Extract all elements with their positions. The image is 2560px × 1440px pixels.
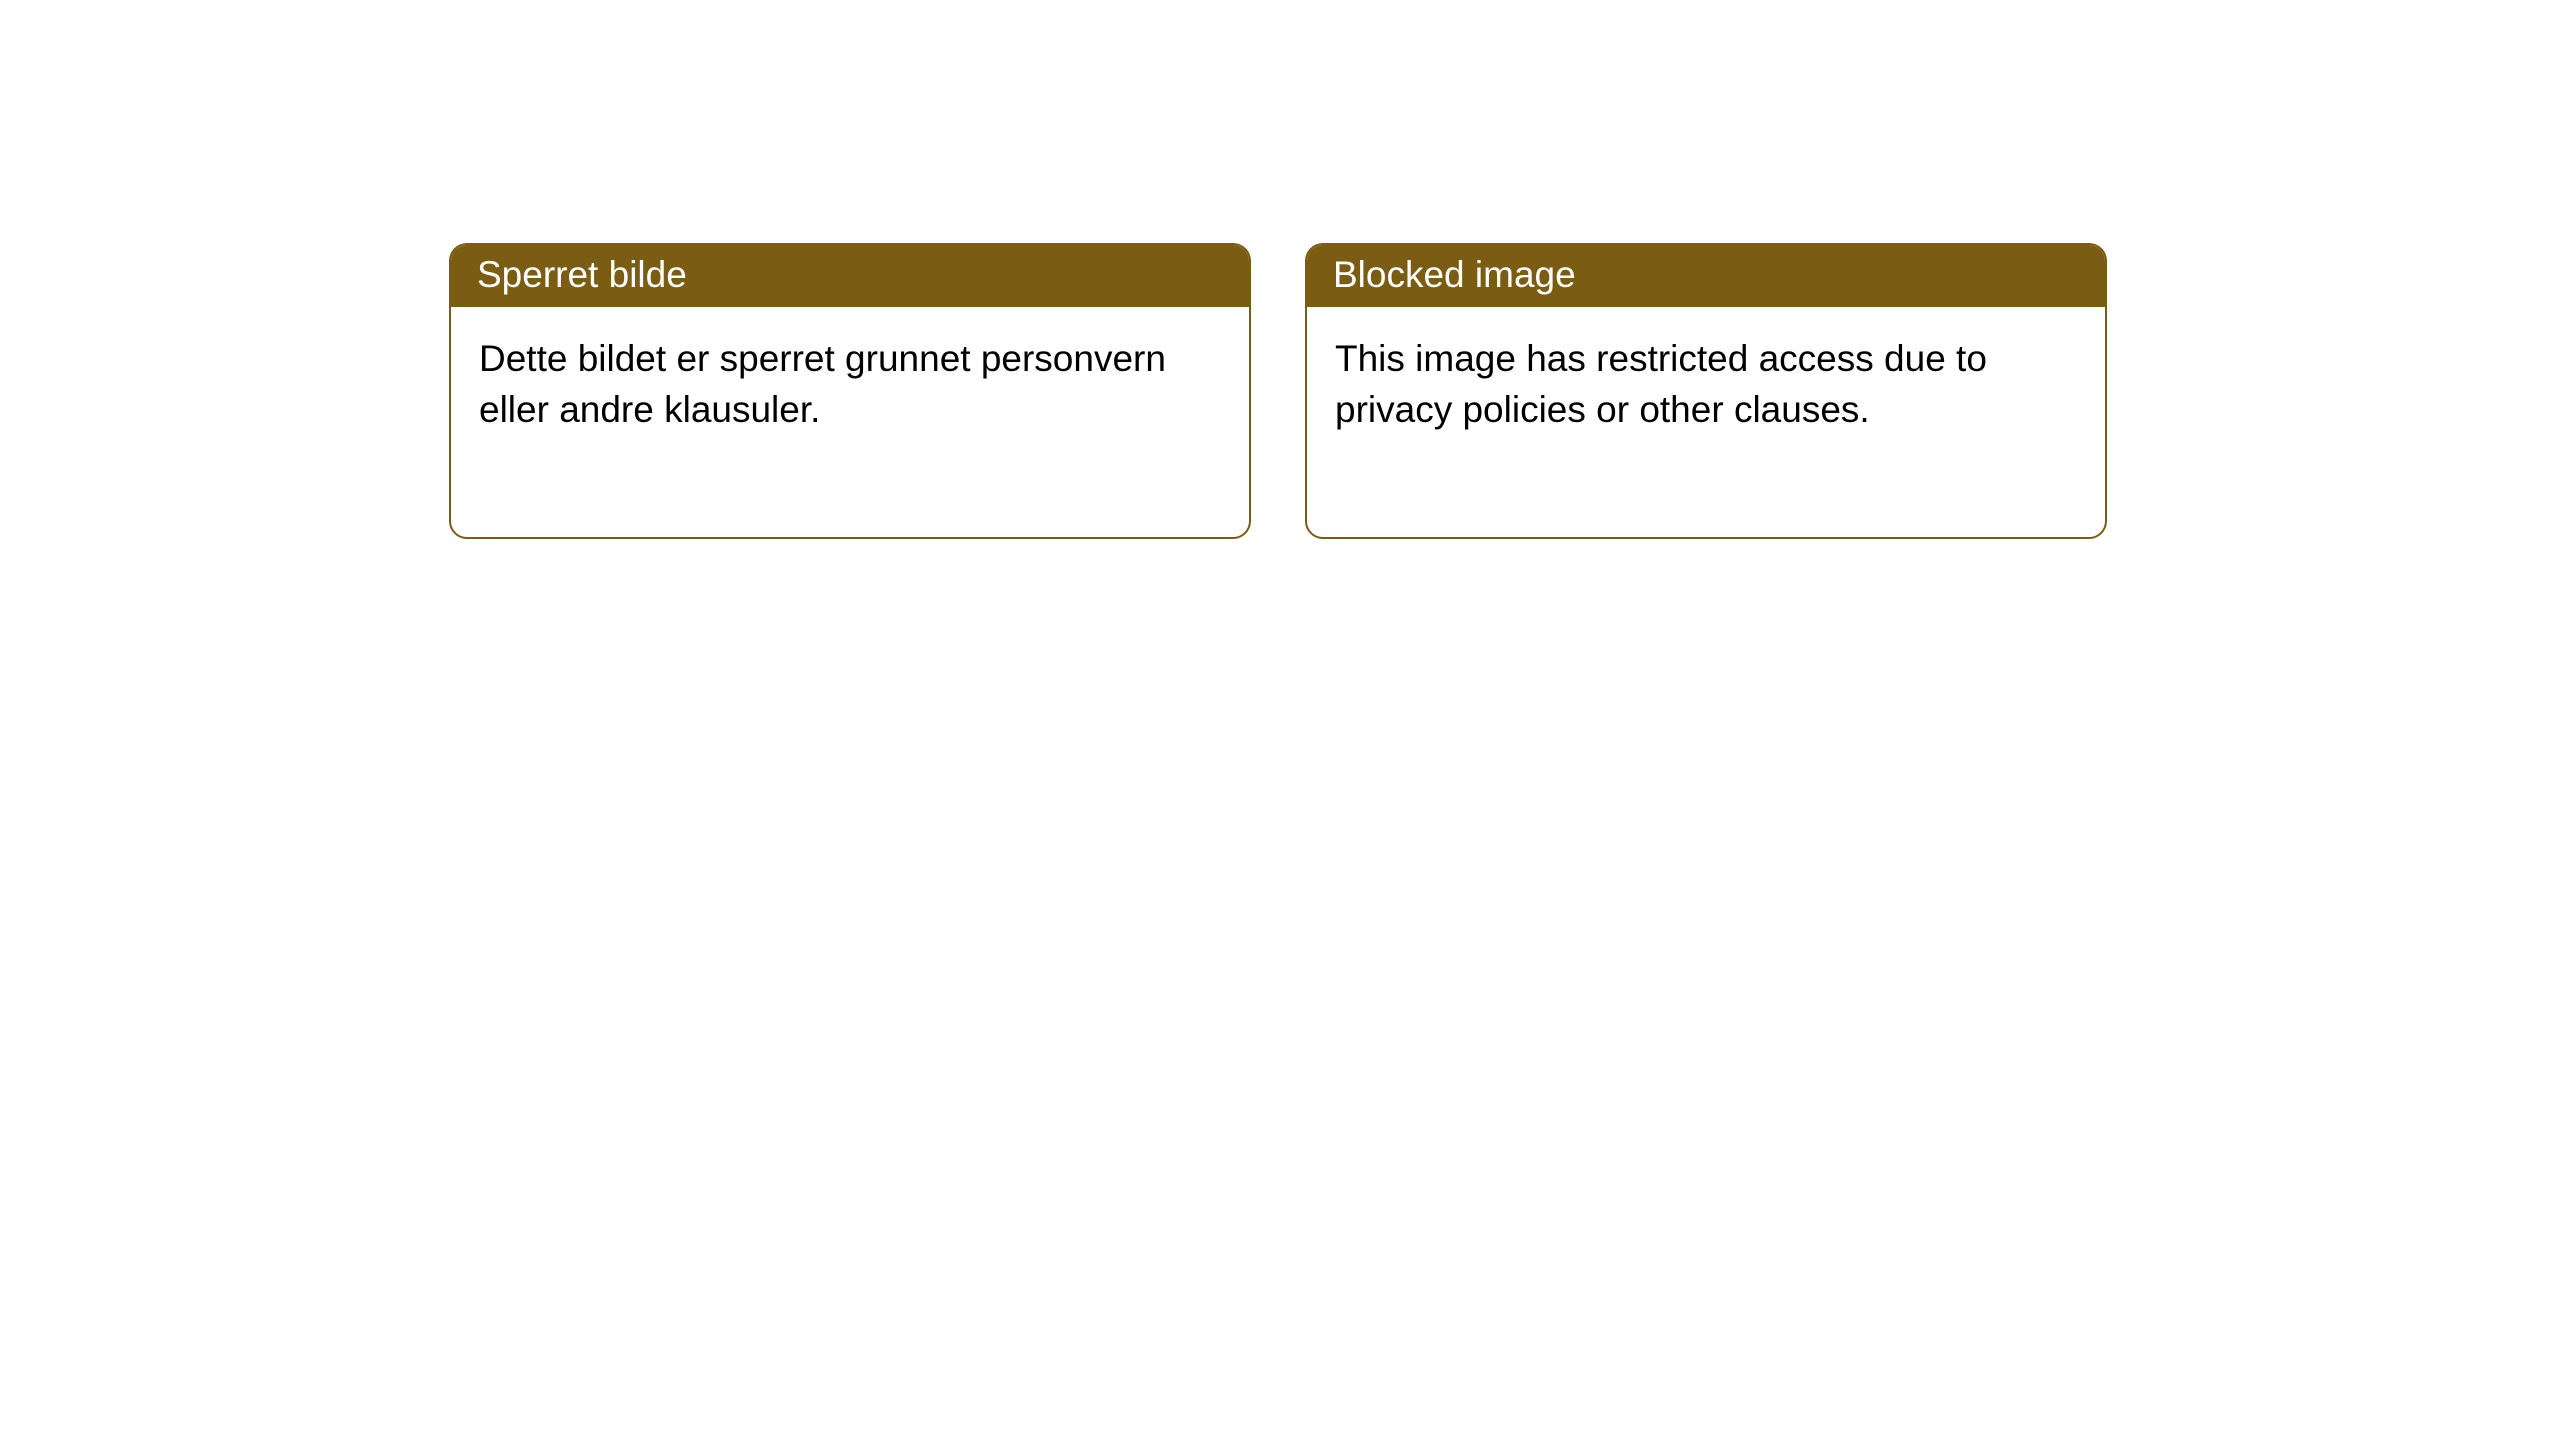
notice-body-en: This image has restricted access due to … bbox=[1307, 307, 2105, 537]
notice-header-no: Sperret bilde bbox=[451, 245, 1249, 307]
notice-body-no: Dette bildet er sperret grunnet personve… bbox=[451, 307, 1249, 537]
notice-header-en: Blocked image bbox=[1307, 245, 2105, 307]
notice-card-no: Sperret bilde Dette bildet er sperret gr… bbox=[449, 243, 1251, 539]
notice-container: Sperret bilde Dette bildet er sperret gr… bbox=[0, 0, 2560, 539]
notice-card-en: Blocked image This image has restricted … bbox=[1305, 243, 2107, 539]
